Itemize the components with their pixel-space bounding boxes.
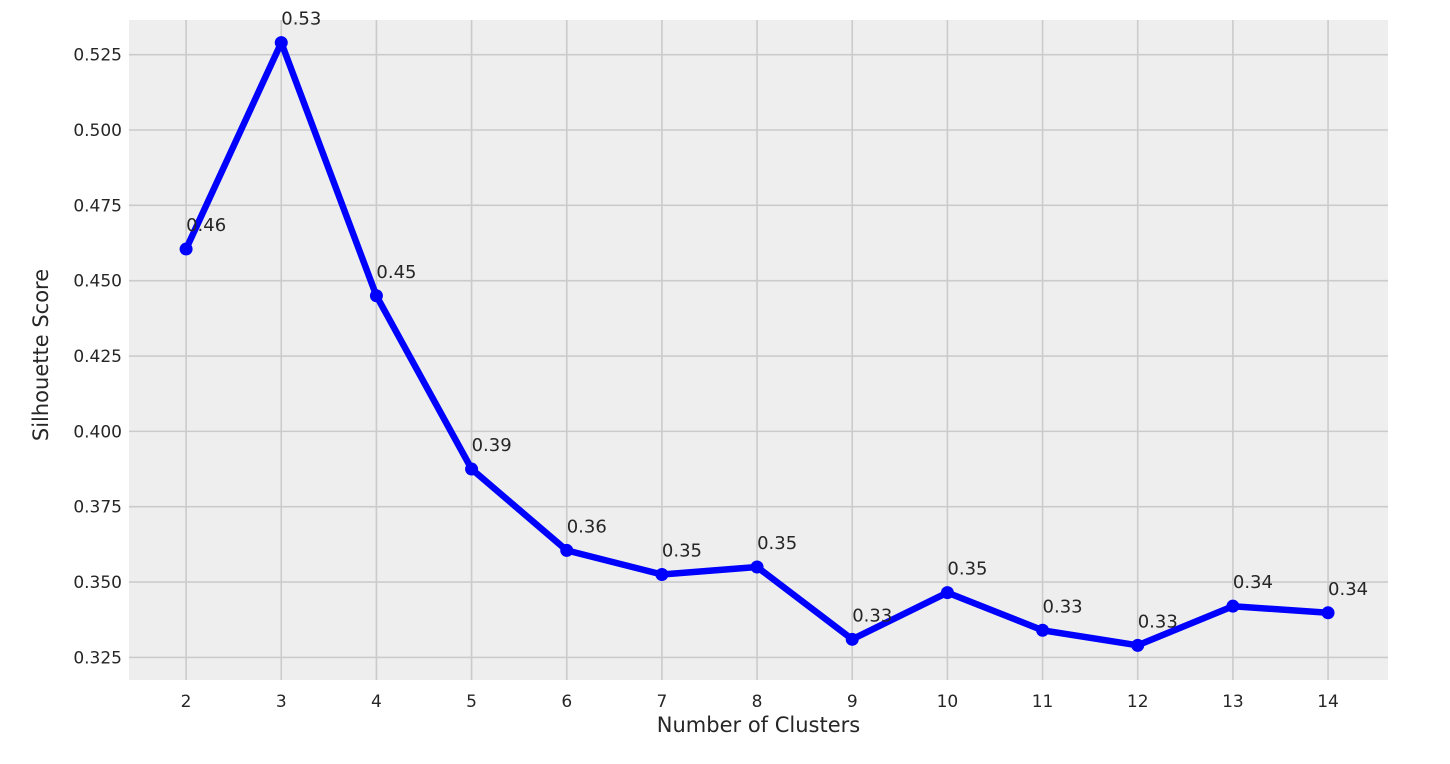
data-point xyxy=(560,543,574,557)
data-label: 0.35 xyxy=(947,559,987,580)
data-point xyxy=(179,242,193,256)
x-tick-label: 3 xyxy=(276,692,287,712)
data-label: 0.35 xyxy=(662,541,702,562)
data-point xyxy=(369,289,383,303)
x-tick-label: 12 xyxy=(1127,692,1149,712)
data-label: 0.33 xyxy=(852,605,892,626)
data-point xyxy=(655,568,669,582)
x-tick-label: 8 xyxy=(752,692,763,712)
y-tick-label: 0.350 xyxy=(73,573,122,593)
y-tick-label: 0.450 xyxy=(73,272,122,292)
data-label: 0.36 xyxy=(567,516,607,537)
x-axis-label: Number of Clusters xyxy=(657,713,860,737)
y-tick-label: 0.525 xyxy=(73,46,122,66)
grid-lines xyxy=(129,20,1388,680)
data-point xyxy=(845,632,859,646)
data-point xyxy=(465,462,479,476)
data-label: 0.34 xyxy=(1233,572,1273,593)
x-tick-label: 4 xyxy=(371,692,382,712)
y-axis-label: Silhouette Score xyxy=(29,269,53,441)
y-axis-ticks: 0.325 0.350 0.375 0.400 0.425 0.450 0.475 0.500… xyxy=(73,46,122,669)
data-point xyxy=(940,586,954,600)
x-tick-label: 5 xyxy=(466,692,477,712)
x-tick-label: 2 xyxy=(181,692,192,712)
data-point xyxy=(274,36,288,50)
x-tick-label: 13 xyxy=(1222,692,1244,712)
data-point xyxy=(750,560,764,574)
x-tick-label: 6 xyxy=(561,692,572,712)
series-markers xyxy=(179,36,1335,652)
y-tick-label: 0.375 xyxy=(73,498,122,518)
data-label: 0.45 xyxy=(376,262,416,283)
data-label: 0.53 xyxy=(281,9,321,30)
data-label: 0.35 xyxy=(757,533,797,554)
data-label: 0.39 xyxy=(472,435,512,456)
data-labels: 0.46 0.53 0.45 0.39 0.36 0.35 0.35 0.33 0.35 0.33… xyxy=(186,9,1368,633)
x-tick-label: 14 xyxy=(1317,692,1339,712)
y-tick-label: 0.500 xyxy=(73,121,122,141)
data-label: 0.33 xyxy=(1138,611,1178,632)
x-tick-label: 10 xyxy=(937,692,959,712)
y-tick-label: 0.475 xyxy=(73,196,122,216)
data-point xyxy=(1036,623,1050,637)
data-label: 0.46 xyxy=(186,215,226,236)
x-tick-label: 11 xyxy=(1032,692,1054,712)
data-label: 0.34 xyxy=(1328,579,1368,600)
plot-background xyxy=(129,20,1388,680)
x-axis-ticks: 2 3 4 5 6 7 8 9 10 11 12 13 14 xyxy=(181,692,1339,712)
data-point xyxy=(1321,606,1335,620)
x-tick-label: 7 xyxy=(656,692,667,712)
y-tick-label: 0.325 xyxy=(73,648,122,668)
y-tick-label: 0.425 xyxy=(73,347,122,367)
data-label: 0.33 xyxy=(1043,596,1083,617)
data-point xyxy=(1226,599,1240,613)
y-tick-label: 0.400 xyxy=(73,422,122,442)
data-point xyxy=(1131,638,1145,652)
x-tick-label: 9 xyxy=(847,692,858,712)
